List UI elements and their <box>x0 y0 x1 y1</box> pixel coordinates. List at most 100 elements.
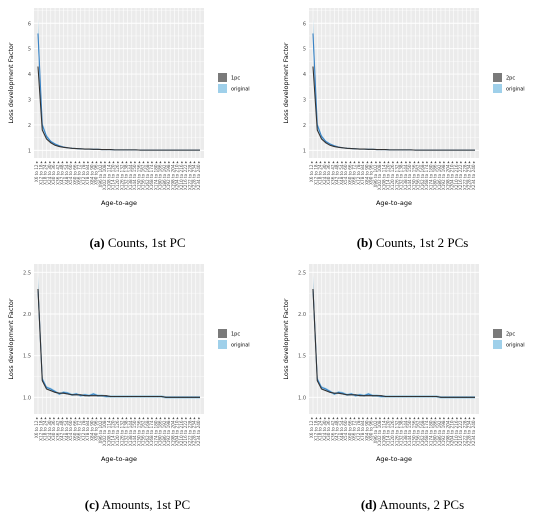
x-tick-label: X168 to 174 ▸ <box>149 160 154 190</box>
x-tick-label: X66 to 72 ▸ <box>77 160 82 185</box>
x-tick-label: X210 to 216 ▸ <box>454 160 459 190</box>
caption-c: (c) Amounts, 1st PC <box>0 497 275 513</box>
y-tick-label: 1 <box>28 148 31 154</box>
x-tick-label: X192 to 198 ▸ <box>441 160 446 190</box>
legend-label-pc: 1pc <box>231 332 240 338</box>
x-tick-label: X90 to 96 ▸ <box>369 416 374 441</box>
legend-label-original: original <box>506 343 525 349</box>
x-tick-label: X90 to 96 ▸ <box>369 160 374 185</box>
x-tick-label: X144 to 150 ▸ <box>407 416 412 446</box>
x-tick-label: X12 to 18 ▸ <box>313 160 318 185</box>
y-axis-label: Loss development Factor <box>7 298 15 379</box>
x-tick-label: X54 to 60 ▸ <box>343 160 348 185</box>
caption-text: Amounts, 1st PC <box>99 497 191 512</box>
y-tick-label: 4 <box>303 72 306 78</box>
x-tick-label: X234 to 240 ▸ <box>471 416 476 446</box>
x-tick-label: X114 to 120 ▸ <box>111 160 116 190</box>
x-tick-label: X84 to 90 ▸ <box>364 416 369 441</box>
x-tick-label: X126 to 132 ▸ <box>394 416 399 446</box>
x-tick-label: X198 to 204 ▸ <box>170 416 175 446</box>
x-tick-label: X156 to 162 ▸ <box>416 416 421 446</box>
x-tick-label: X186 to 192 ▸ <box>162 160 167 190</box>
x-tick-label: X48 to 54 ▸ <box>339 416 344 441</box>
x-tick-label: X42 to 48 ▸ <box>335 416 340 441</box>
x-tick-label: X102 to 108 ▸ <box>377 416 382 446</box>
x-tick-label: X198 to 204 ▸ <box>445 416 450 446</box>
x-tick-label: X114 to 120 ▸ <box>386 416 391 446</box>
y-tick-label: 2.0 <box>23 312 31 318</box>
x-tick-label: X96 to 102 ▸ <box>98 416 103 443</box>
x-tick-label: X192 to 198 ▸ <box>166 416 171 446</box>
x-tick-label: X222 to 228 ▸ <box>187 416 192 446</box>
x-tick-label: X144 to 150 ▸ <box>407 160 412 190</box>
x-tick-label: X48 to 54 ▸ <box>64 416 69 441</box>
legend-swatch-pc <box>493 329 502 338</box>
x-tick-label: X210 to 216 ▸ <box>179 160 184 190</box>
x-tick-label: X174 to 180 ▸ <box>153 160 158 190</box>
pc-series-line <box>37 288 200 398</box>
x-tick-label: X186 to 192 ▸ <box>162 416 167 446</box>
x-tick-label: X228 to 234 ▸ <box>467 160 472 190</box>
x-tick-label: X186 to 192 ▸ <box>437 160 442 190</box>
x-tick-label: X132 to 138 ▸ <box>399 160 404 190</box>
legend-swatch-original <box>218 340 227 349</box>
x-tick-label: X162 to 168 ▸ <box>145 160 150 190</box>
legend-swatch-pc <box>493 73 502 82</box>
x-tick-label: X84 to 90 ▸ <box>89 416 94 441</box>
x-tick-label: X42 to 48 ▸ <box>60 416 65 441</box>
legend-label-original: original <box>231 343 250 349</box>
x-tick-label: X180 to 186 ▸ <box>433 160 438 190</box>
x-tick-label: X6 to 12 ▸ <box>309 160 314 182</box>
x-tick-label: X36 to 42 ▸ <box>55 416 60 441</box>
x-tick-label: X186 to 192 ▸ <box>437 416 442 446</box>
x-tick-label: X180 to 186 ▸ <box>158 160 163 190</box>
y-tick-label: 2.0 <box>298 312 306 318</box>
x-tick-label: X150 to 156 ▸ <box>136 160 141 190</box>
x-tick-label: X72 to 78 ▸ <box>356 160 361 185</box>
x-tick-label: X150 to 156 ▸ <box>411 160 416 190</box>
x-tick-label: X228 to 234 ▸ <box>467 416 472 446</box>
x-tick-label: X12 to 18 ▸ <box>38 416 43 441</box>
x-tick-label: X78 to 84 ▸ <box>360 160 365 185</box>
x-tick-label: X192 to 198 ▸ <box>441 416 446 446</box>
x-tick-label: X54 to 60 ▸ <box>68 416 73 441</box>
x-tick-label: X204 to 210 ▸ <box>450 160 455 190</box>
x-tick-label: X156 to 162 ▸ <box>416 160 421 190</box>
pc-series-line <box>312 288 475 398</box>
legend-label-pc: 2pc <box>506 76 515 82</box>
x-tick-label: X36 to 42 ▸ <box>330 416 335 441</box>
x-tick-label: X156 to 162 ▸ <box>141 416 146 446</box>
x-tick-label: X192 to 198 ▸ <box>166 160 171 190</box>
x-tick-label: X78 to 84 ▸ <box>85 416 90 441</box>
x-tick-label: X216 to 222 ▸ <box>183 416 188 446</box>
y-tick-label: 1.0 <box>23 395 31 401</box>
x-tick-label: X222 to 228 ▸ <box>462 416 467 446</box>
x-tick-label: X66 to 72 ▸ <box>352 416 357 441</box>
y-axis-label: Loss development Factor <box>7 42 15 123</box>
x-tick-label: X120 to 126 ▸ <box>115 416 120 446</box>
y-tick-label: 2 <box>28 123 31 129</box>
x-tick-label: X120 to 126 ▸ <box>390 160 395 190</box>
x-tick-label: X78 to 84 ▸ <box>360 416 365 441</box>
x-tick-label: X204 to 210 ▸ <box>175 416 180 446</box>
x-tick-label: X138 to 144 ▸ <box>128 416 133 446</box>
x-tick-label: X222 to 228 ▸ <box>187 160 192 190</box>
x-tick-label: X48 to 54 ▸ <box>339 160 344 185</box>
x-tick-label: X234 to 240 ▸ <box>196 160 201 190</box>
x-tick-label: X228 to 234 ▸ <box>192 160 197 190</box>
x-tick-label: X66 to 72 ▸ <box>352 160 357 185</box>
x-tick-label: X162 to 168 ▸ <box>145 416 150 446</box>
x-tick-label: X180 to 186 ▸ <box>433 416 438 446</box>
x-tick-label: X126 to 132 ▸ <box>394 160 399 190</box>
x-tick-label: X60 to 66 ▸ <box>347 160 352 185</box>
y-tick-label: 5 <box>28 47 31 53</box>
caption-label: (d) <box>360 497 377 512</box>
x-tick-label: X78 to 84 ▸ <box>85 160 90 185</box>
x-axis-label: Age-to-age <box>101 455 137 463</box>
x-tick-label: X108 to 114 ▸ <box>106 416 111 446</box>
x-tick-label: X102 to 108 ▸ <box>102 416 107 446</box>
x-tick-label: X84 to 90 ▸ <box>89 160 94 185</box>
x-tick-label: X120 to 126 ▸ <box>390 416 395 446</box>
x-tick-label: X96 to 102 ▸ <box>98 160 103 187</box>
